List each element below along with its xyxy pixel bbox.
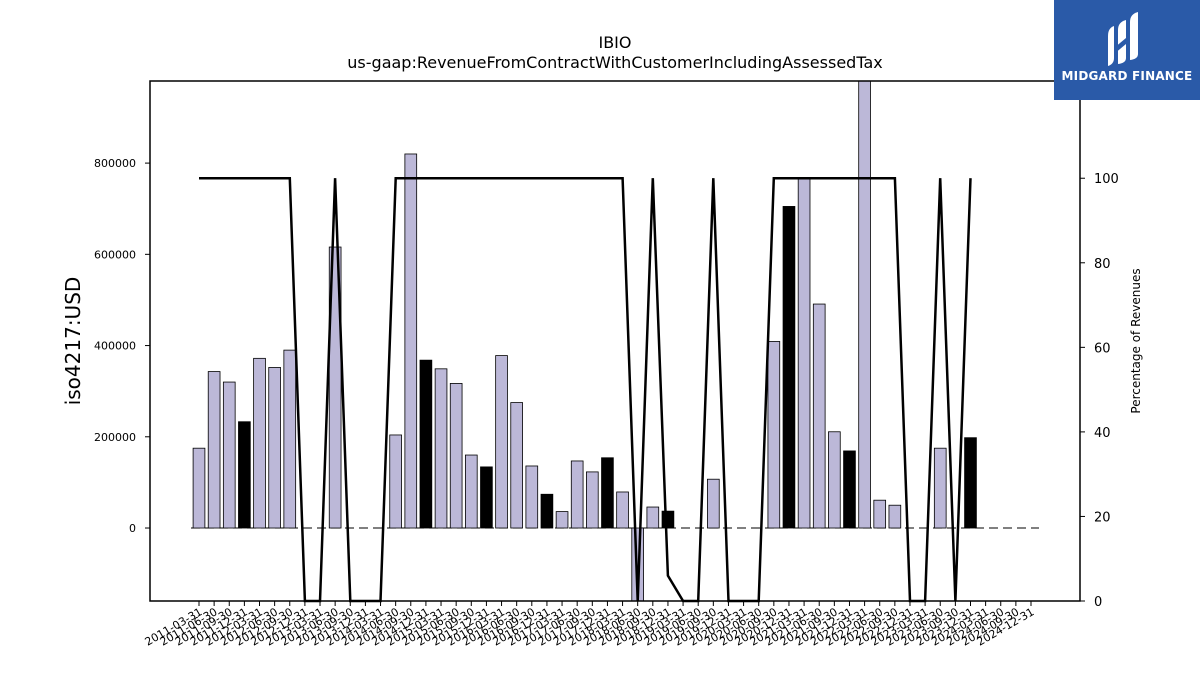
chart-title: IBIO [598,33,632,52]
bar [843,450,856,529]
bar [449,383,463,529]
bar [570,460,584,529]
bar [586,471,599,529]
series-line [199,176,972,603]
logo-text: MIDGARD FINANCE [1061,69,1193,83]
y-tick-label: 400000 [94,340,136,353]
y2-axis-label: Percentage of Revenues [1129,268,1143,413]
bar [782,206,796,529]
bar [873,499,887,529]
bar [525,465,539,529]
bar [404,153,418,529]
bar [268,367,281,529]
y2-tick-label: 60 [1094,341,1111,356]
midgard-finance-logo: MIDGARD FINANCE [1054,0,1200,100]
y2-tick-label: 80 [1094,257,1111,272]
bar [646,506,660,529]
bar [828,431,841,529]
bar [601,457,614,529]
y-tick-label: 0 [129,522,136,535]
y-tick-label: 200000 [94,431,136,444]
bar [464,454,478,529]
bar [510,402,523,529]
bar [858,80,871,529]
bar [933,447,947,529]
bar [661,510,675,529]
bar [238,421,251,529]
bar [253,357,266,529]
percentage-line-group [199,176,972,603]
y-tick-label: 800000 [94,157,136,170]
right-axis-ticks: 0 20 40 60 80 100 [1080,172,1119,610]
y-tick-label: 600000 [94,248,136,261]
bar [389,434,402,529]
bar [964,437,977,529]
y2-tick-label: 0 [1094,595,1102,610]
bar [328,246,342,529]
bar [207,371,221,529]
bar [192,447,206,529]
bars-group [192,80,977,602]
chart-subtitle: us-gaap:RevenueFromContractWithCustomerI… [347,53,883,72]
left-axis-ticks: 0 200000 400000 600000 800000 [94,157,150,535]
bar [888,504,902,529]
bar [434,368,448,529]
bar [812,303,826,529]
x-axis-ticks: 2011-03-312011-06-302011-09-302011-12-31… [143,601,1037,649]
y2-tick-label: 40 [1094,426,1111,441]
y2-tick-label: 100 [1094,172,1119,187]
bar [419,359,433,529]
bar [555,511,569,529]
plot-frame [149,80,1081,602]
bar [767,341,781,529]
bar [222,381,236,529]
bar [283,349,297,529]
midgard-logo-icon [1108,12,1138,66]
bar [495,355,508,529]
bar [616,491,629,529]
bar [797,178,811,529]
bar [540,493,554,529]
bar [707,478,720,529]
y-axis-label: iso4217:USD [61,277,85,406]
y2-tick-label: 20 [1094,510,1111,525]
bar [480,466,493,529]
